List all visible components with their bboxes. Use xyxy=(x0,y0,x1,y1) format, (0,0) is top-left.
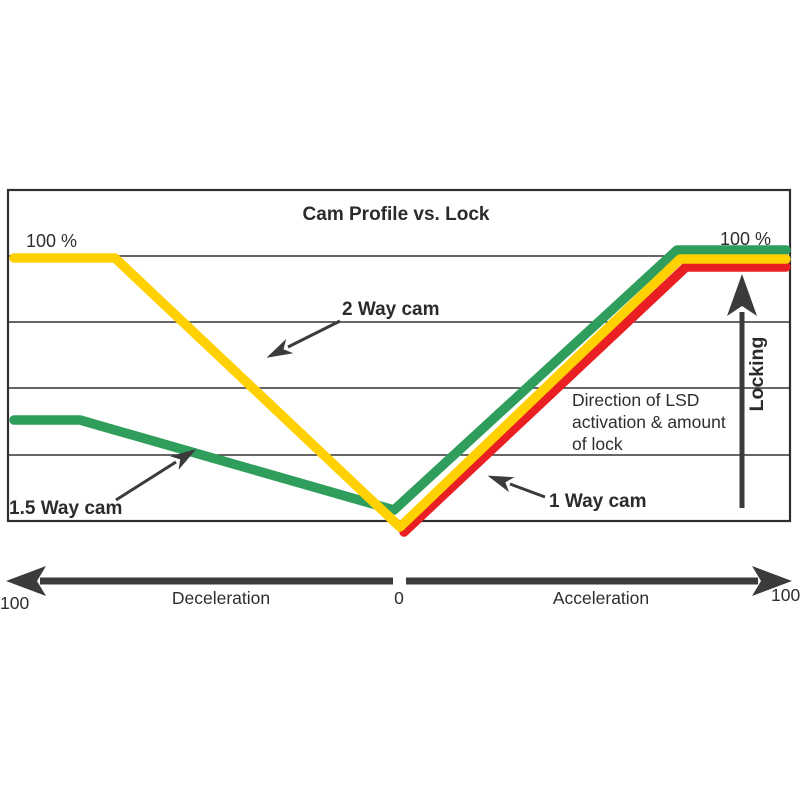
axis-label-100-left: 100 xyxy=(0,593,29,613)
annotation-line-2: activation & amount xyxy=(572,412,726,432)
label-1-5-way-cam: 1.5 Way cam xyxy=(9,498,122,519)
gridlines xyxy=(8,255,790,456)
label-locking: Locking xyxy=(746,337,768,412)
label-1-way-cam: 1 Way cam xyxy=(549,491,647,512)
annotation-line-1: Direction of LSD xyxy=(572,390,699,410)
annot-arrow-2way xyxy=(266,319,341,358)
label-2-way-cam: 2 Way cam xyxy=(342,299,440,320)
1-way-cam-line xyxy=(399,262,791,537)
1.5-way-cam-line xyxy=(9,245,791,515)
annot-arrow-15way xyxy=(115,449,197,502)
label-100-left: 100 % xyxy=(26,231,77,251)
plot-border xyxy=(6,188,792,523)
annot-arrow-1way xyxy=(487,475,546,499)
axis-label-deceleration: Deceleration xyxy=(172,588,270,608)
chart-title: Cam Profile vs. Lock xyxy=(303,204,490,225)
cam-profile-lines xyxy=(9,245,791,537)
label-100-right: 100 % xyxy=(720,229,771,249)
axis-label-acceleration: Acceleration xyxy=(553,588,649,608)
axis-label-zero: 0 xyxy=(394,588,404,608)
annotation-line-3: of lock xyxy=(572,434,623,454)
axis-label-100-right: 100 xyxy=(771,585,800,605)
2-way-cam-line xyxy=(9,253,791,532)
arrows xyxy=(6,274,792,596)
